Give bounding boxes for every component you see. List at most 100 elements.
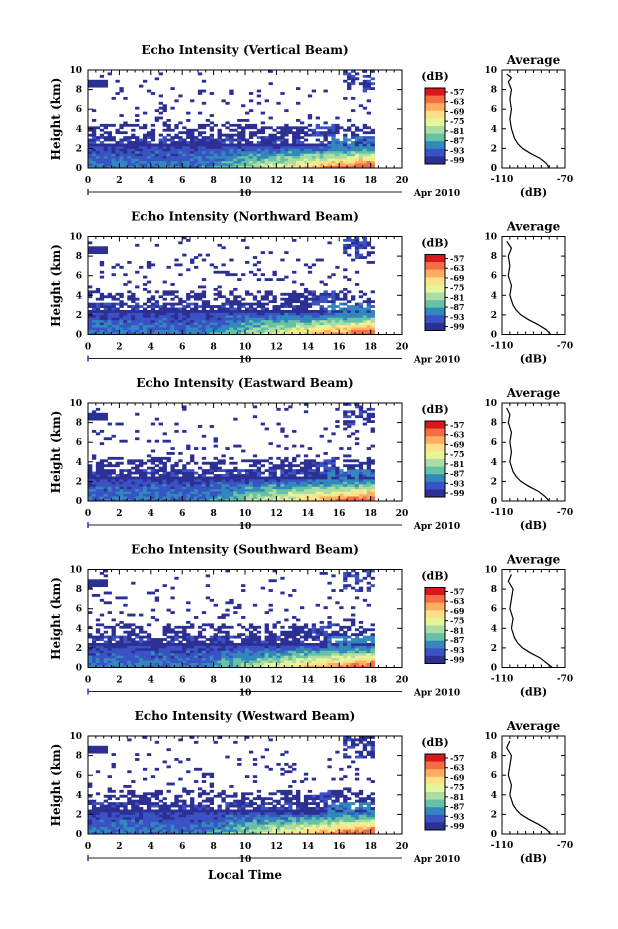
- heatmap-cell: [347, 238, 352, 242]
- heatmap-cell: [264, 329, 269, 333]
- heatmap-cell: [186, 153, 191, 157]
- heatmap-cell: [135, 464, 140, 468]
- heatmap-cell: [158, 158, 163, 162]
- date-day-label: 10: [239, 522, 252, 532]
- heatmap-cell: [205, 148, 211, 152]
- heatmap-cell: [233, 469, 238, 472]
- heatmap-cell: [366, 148, 372, 152]
- heatmap-cell: [350, 317, 356, 321]
- heatmap-cell: [366, 153, 372, 157]
- heatmap-cell: [107, 422, 112, 426]
- heatmap-cell: [217, 461, 222, 465]
- heatmap-cell: [319, 474, 324, 477]
- heatmap-cell: [103, 138, 109, 142]
- heatmap-cell: [201, 456, 207, 460]
- heatmap-cell: [241, 493, 246, 497]
- heatmap-cell: [354, 310, 360, 313]
- heatmap-cell: [264, 307, 269, 311]
- heatmap-cell: [213, 437, 218, 441]
- heatmap-cell: [197, 160, 203, 164]
- colorbar-swatch: [425, 459, 445, 467]
- heatmap-cell: [88, 148, 93, 152]
- heatmap-cell: [335, 317, 340, 321]
- heatmap-cell: [362, 160, 368, 164]
- heatmap-cell: [225, 307, 230, 311]
- heatmap-cell: [88, 126, 93, 130]
- heatmap-cell: [107, 611, 112, 614]
- heatmap-cell: [95, 491, 101, 495]
- profile-y-tick-label: 0: [491, 164, 497, 174]
- heatmap-cell: [135, 145, 140, 149]
- heatmap-cell: [201, 302, 207, 306]
- heatmap-cell: [119, 87, 124, 90]
- heatmap-cell: [158, 640, 163, 644]
- heatmap-cell: [252, 263, 258, 267]
- heatmap-cell: [146, 478, 152, 482]
- heatmap-cell: [123, 647, 128, 651]
- heatmap-cell: [347, 150, 352, 154]
- heatmap-cell: [252, 476, 258, 480]
- heatmap-cell: [135, 141, 140, 144]
- heatmap-cell: [237, 278, 242, 281]
- heatmap-cell: [252, 307, 258, 311]
- heatmap-cell: [307, 143, 313, 147]
- heatmap-cell: [229, 160, 234, 164]
- heatmap-cell: [362, 292, 368, 296]
- heatmap-cell: [354, 133, 360, 137]
- heatmap-cell: [166, 143, 171, 147]
- heatmap-cell: [366, 165, 372, 169]
- heatmap-cell: [91, 119, 97, 122]
- heatmap-cell: [335, 163, 340, 166]
- heatmap-cell: [123, 319, 128, 323]
- heatmap-cell: [197, 150, 203, 154]
- heatmap-cell: [182, 650, 187, 654]
- heatmap-cell: [284, 141, 289, 144]
- heatmap-cell: [229, 645, 234, 649]
- heatmap-cell: [343, 314, 348, 318]
- heatmap-cell: [256, 317, 262, 321]
- heatmap-cell: [115, 476, 120, 480]
- heatmap-cell: [107, 660, 112, 663]
- heatmap-cell: [209, 660, 215, 663]
- heatmap-cell: [241, 478, 246, 482]
- heatmap-cell: [315, 314, 320, 318]
- heatmap-cell: [229, 143, 234, 147]
- heatmap-cell: [107, 131, 112, 135]
- heatmap-cell: [237, 660, 242, 663]
- heatmap-cell: [139, 491, 144, 495]
- heatmap-cell: [131, 292, 136, 296]
- colorbar-swatch: [425, 156, 445, 165]
- heatmap-cell: [139, 665, 144, 668]
- heatmap-cell: [146, 160, 152, 164]
- heatmap-cell: [166, 439, 171, 443]
- heatmap-cell: [354, 488, 360, 492]
- heatmap-cell: [127, 138, 132, 142]
- heatmap-cell: [162, 496, 167, 499]
- chart-title: Echo Intensity (Southward Beam): [131, 543, 359, 557]
- heatmap-cell: [123, 165, 128, 169]
- heatmap-cell: [245, 155, 250, 159]
- heatmap-cell: [186, 332, 191, 335]
- heatmap-cell: [99, 464, 105, 468]
- heatmap-cell: [268, 469, 273, 472]
- x-tick-label: 4: [148, 343, 154, 353]
- heatmap-cell: [174, 307, 179, 311]
- heatmap-cell: [150, 608, 156, 612]
- heatmap-cell: [150, 307, 156, 311]
- heatmap-cell: [323, 481, 328, 485]
- heatmap-cell: [193, 486, 199, 490]
- heatmap-cell: [103, 474, 109, 477]
- heatmap-cell: [260, 643, 266, 646]
- heatmap-cell: [221, 155, 226, 159]
- heatmap-cell: [252, 647, 258, 651]
- heatmap-cell: [299, 165, 305, 169]
- heatmap-cell: [303, 466, 309, 470]
- heatmap-cell: [197, 155, 203, 159]
- heatmap-cell: [280, 312, 285, 316]
- heatmap-cell: [327, 126, 332, 130]
- heatmap-cell: [170, 145, 175, 149]
- heatmap-cell: [272, 471, 277, 475]
- heatmap-cell: [190, 290, 195, 294]
- heatmap-cell: [131, 623, 136, 627]
- heatmap-cell: [150, 422, 156, 426]
